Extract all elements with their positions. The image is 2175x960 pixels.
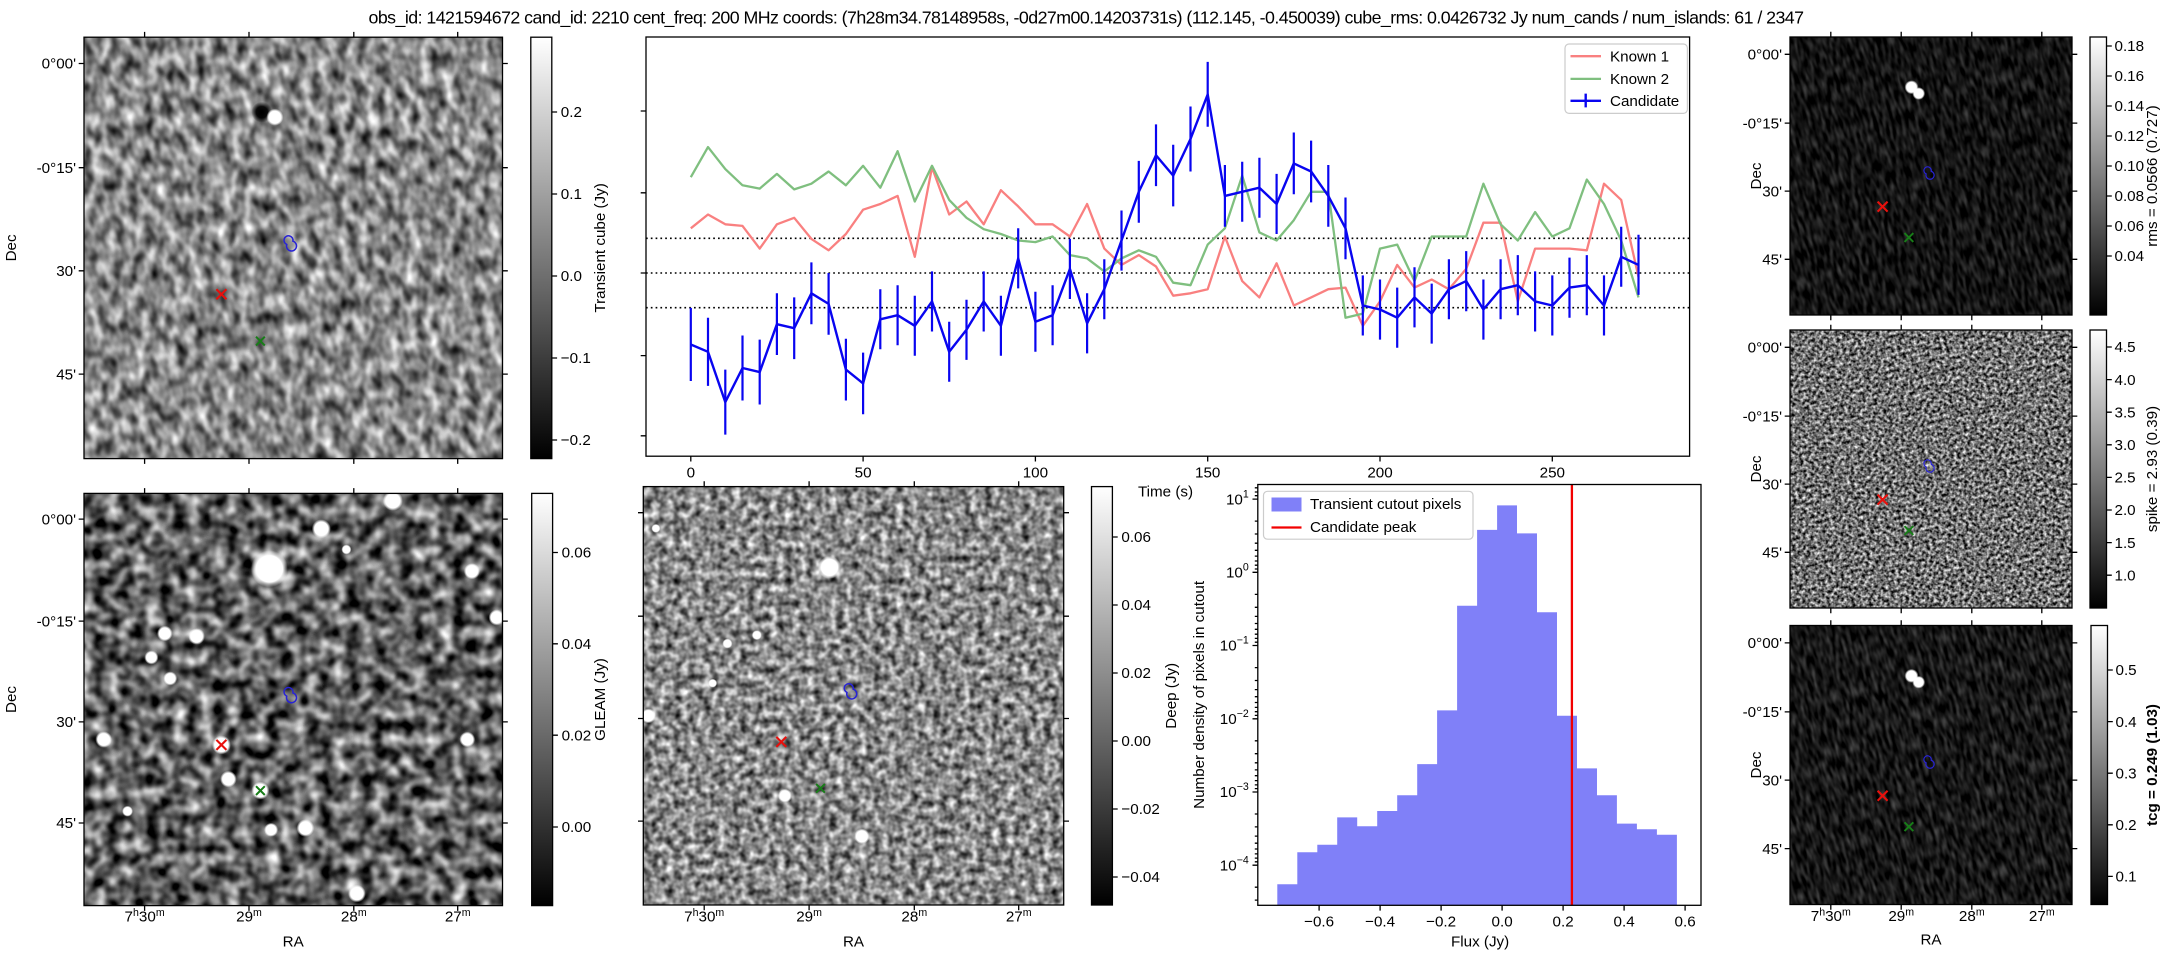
svg-text:GLEAM (Jy): GLEAM (Jy) bbox=[592, 658, 609, 741]
svg-text:−0.02: −0.02 bbox=[1121, 801, 1159, 818]
svg-text:0: 0 bbox=[687, 465, 695, 482]
svg-text:Dec: Dec bbox=[1748, 751, 1765, 778]
svg-text:-0°15': -0°15' bbox=[1743, 408, 1782, 425]
svg-text:30': 30' bbox=[56, 263, 76, 280]
svg-text:45': 45' bbox=[1762, 545, 1782, 562]
svg-text:obs_id: 1421594672 cand_id: 22: obs_id: 1421594672 cand_id: 2210 cent_fr… bbox=[369, 8, 1804, 29]
svg-text:0°00': 0°00' bbox=[42, 56, 76, 73]
svg-text:0.16: 0.16 bbox=[2115, 68, 2145, 85]
svg-text:spike = 2.93 (0.39): spike = 2.93 (0.39) bbox=[2144, 406, 2161, 532]
svg-text:-0°15': -0°15' bbox=[37, 613, 76, 630]
svg-text:0.2: 0.2 bbox=[2116, 817, 2137, 834]
svg-text:0.5: 0.5 bbox=[2116, 662, 2137, 679]
svg-text:−0.6: −0.6 bbox=[1304, 914, 1334, 931]
svg-text:2.0: 2.0 bbox=[2115, 502, 2136, 519]
svg-text:0°00': 0°00' bbox=[1748, 340, 1782, 357]
svg-text:0.4: 0.4 bbox=[2116, 714, 2137, 731]
svg-text:30': 30' bbox=[1762, 772, 1782, 789]
svg-text:Candidate peak: Candidate peak bbox=[1310, 519, 1417, 536]
svg-text:45': 45' bbox=[1762, 841, 1782, 858]
svg-text:50: 50 bbox=[855, 465, 872, 482]
svg-text:1.0: 1.0 bbox=[2115, 567, 2136, 584]
svg-text:200: 200 bbox=[1367, 465, 1392, 482]
svg-text:0.04: 0.04 bbox=[1121, 597, 1151, 614]
svg-text:45': 45' bbox=[56, 815, 76, 832]
svg-text:Dec: Dec bbox=[3, 686, 20, 713]
svg-text:−0.2: −0.2 bbox=[561, 432, 591, 449]
svg-text:0.18: 0.18 bbox=[2115, 38, 2145, 55]
svg-text:0.12: 0.12 bbox=[2115, 128, 2145, 145]
svg-text:0.3: 0.3 bbox=[2116, 765, 2137, 782]
svg-text:0.06: 0.06 bbox=[562, 545, 592, 562]
svg-text:RA: RA bbox=[843, 934, 865, 951]
svg-text:250: 250 bbox=[1540, 465, 1565, 482]
svg-text:45': 45' bbox=[56, 366, 76, 383]
svg-text:150: 150 bbox=[1195, 465, 1220, 482]
svg-text:RA: RA bbox=[1920, 932, 1942, 949]
svg-text:0.08: 0.08 bbox=[2115, 188, 2145, 205]
svg-text:0.06: 0.06 bbox=[1121, 529, 1151, 546]
svg-text:30': 30' bbox=[1762, 476, 1782, 493]
svg-text:4.5: 4.5 bbox=[2115, 339, 2136, 356]
svg-text:100: 100 bbox=[1023, 465, 1048, 482]
svg-text:0.4: 0.4 bbox=[1614, 914, 1635, 931]
svg-text:0.10: 0.10 bbox=[2115, 158, 2145, 175]
svg-text:Dec: Dec bbox=[3, 234, 20, 261]
svg-text:0°00': 0°00' bbox=[1748, 47, 1782, 64]
svg-text:Dec: Dec bbox=[1748, 162, 1765, 189]
svg-text:Transient cube (Jy): Transient cube (Jy) bbox=[592, 183, 609, 312]
svg-text:3.5: 3.5 bbox=[2115, 404, 2136, 421]
svg-text:0.0: 0.0 bbox=[1492, 914, 1513, 931]
svg-text:0.04: 0.04 bbox=[2115, 248, 2145, 265]
svg-text:Deep (Jy): Deep (Jy) bbox=[1163, 663, 1180, 729]
svg-text:-0°15': -0°15' bbox=[37, 160, 76, 177]
svg-text:Dec: Dec bbox=[1748, 455, 1765, 482]
svg-text:0.2: 0.2 bbox=[1553, 914, 1574, 931]
svg-text:2.5: 2.5 bbox=[2115, 470, 2136, 487]
svg-text:0.00: 0.00 bbox=[1121, 733, 1151, 750]
svg-text:0.6: 0.6 bbox=[1675, 914, 1696, 931]
svg-text:-0°15': -0°15' bbox=[1743, 704, 1782, 721]
svg-text:Flux (Jy): Flux (Jy) bbox=[1451, 934, 1509, 951]
svg-text:0.02: 0.02 bbox=[562, 727, 592, 744]
svg-text:0.1: 0.1 bbox=[561, 186, 582, 203]
svg-text:4.0: 4.0 bbox=[2115, 372, 2136, 389]
svg-text:0.14: 0.14 bbox=[2115, 98, 2145, 115]
svg-text:0°00': 0°00' bbox=[1748, 635, 1782, 652]
svg-text:−0.1: −0.1 bbox=[561, 350, 591, 367]
svg-text:Time (s): Time (s) bbox=[1138, 484, 1193, 501]
svg-text:0.00: 0.00 bbox=[562, 819, 592, 836]
svg-text:7h30m: 7h30m bbox=[684, 907, 724, 926]
svg-text:30': 30' bbox=[56, 714, 76, 731]
svg-text:tcg = 0.249 (1.03): tcg = 0.249 (1.03) bbox=[2144, 704, 2161, 826]
svg-text:0.1: 0.1 bbox=[2116, 869, 2137, 886]
svg-text:Known 2: Known 2 bbox=[1610, 71, 1669, 88]
svg-text:0.02: 0.02 bbox=[1121, 665, 1151, 682]
svg-text:−0.04: −0.04 bbox=[1121, 869, 1159, 886]
svg-text:Candidate: Candidate bbox=[1610, 93, 1679, 110]
svg-text:Transient cutout pixels: Transient cutout pixels bbox=[1310, 496, 1462, 513]
svg-text:0°00': 0°00' bbox=[42, 511, 76, 528]
svg-text:1.5: 1.5 bbox=[2115, 535, 2136, 552]
svg-text:-0°15': -0°15' bbox=[1743, 115, 1782, 132]
svg-text:45': 45' bbox=[1762, 252, 1782, 269]
svg-text:RA: RA bbox=[283, 934, 305, 951]
svg-text:0.04: 0.04 bbox=[562, 636, 592, 653]
svg-text:0.0: 0.0 bbox=[561, 268, 582, 285]
svg-text:Number density of pixels in cu: Number density of pixels in cutout bbox=[1191, 580, 1208, 809]
svg-text:30': 30' bbox=[1762, 183, 1782, 200]
svg-text:3.0: 3.0 bbox=[2115, 437, 2136, 454]
svg-text:−0.4: −0.4 bbox=[1365, 914, 1395, 931]
svg-text:rms = 0.0566 (0.727): rms = 0.0566 (0.727) bbox=[2144, 105, 2161, 246]
svg-text:0.06: 0.06 bbox=[2115, 218, 2145, 235]
svg-text:Known 1: Known 1 bbox=[1610, 48, 1669, 65]
svg-text:0.2: 0.2 bbox=[561, 104, 582, 121]
svg-text:−0.2: −0.2 bbox=[1426, 914, 1456, 931]
